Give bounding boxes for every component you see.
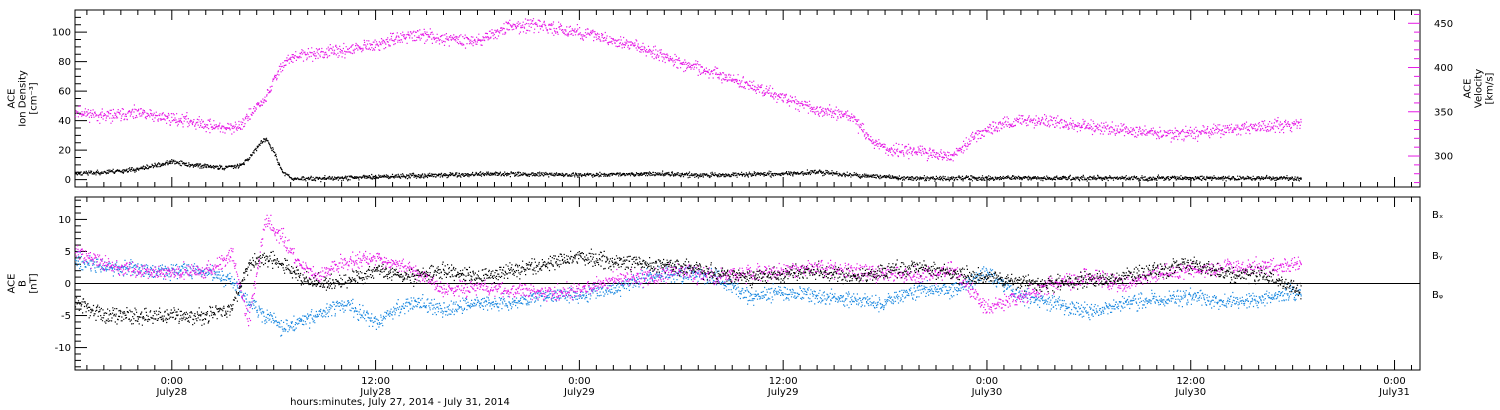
b-axis-title-line: [nT] [29,273,40,293]
density-axis-title-line: [cm⁻³] [29,82,40,114]
velocity-axis-title-line: ACE [1463,79,1474,99]
density-axis-title-line: ACE [7,89,18,109]
y-tick-label: 10 [58,215,71,226]
velocity-axis-title: ACE Velocity [km/s] [1463,69,1496,108]
x-axis-labels: 0:00July2812:00July280:00July2912:00July… [155,376,1409,398]
x-tick-time-label: 12:00 [1176,376,1205,387]
bottom-panel: -10 -5 0 5 10 ACE B [nT] Bₓ Bᵧ Bᵩ [7,196,1443,371]
x-tick-date-label: July30 [971,387,1003,398]
y-tick-label: 0 [65,279,71,290]
bx-series [74,248,1302,326]
x-tick-time-label: 12:00 [361,376,390,387]
y-tick-label: -10 [55,343,71,354]
by-series [74,251,1302,337]
y-tick-label: 40 [58,116,71,127]
y-tick-label: 5 [65,247,71,258]
y-tick-label: 100 [52,28,71,39]
b-axis-title-line: B [18,280,29,287]
by-series-points [74,251,1302,337]
x-tick-date-label: July31 [1378,387,1410,398]
x-tick-date-label: July30 [1174,387,1206,398]
legend-entry: Bₓ [1432,210,1443,221]
x-tick-time-label: 0:00 [161,376,183,387]
y-tick-label: 20 [58,146,71,157]
x-tick-date-label: July29 [767,387,799,398]
velocity-axis-title-line: Velocity [1474,69,1485,108]
velocity-series [74,18,1302,162]
x-tick-time-label: 0:00 [976,376,998,387]
x-tick-time-label: 0:00 [1383,376,1405,387]
x-tick-date-label: July28 [155,387,187,398]
density-series [74,137,1302,183]
y-tick-label: 80 [58,57,71,68]
density-series-points [74,137,1302,183]
y-tick-label: 350 [1434,107,1453,118]
density-axis-title-line: Ion Density [18,70,29,127]
y-tick-label: -5 [61,311,71,322]
b-axis-title-line: ACE [7,274,18,294]
legend-entry: Bᵩ [1432,290,1443,301]
y-tick-label: 400 [1434,63,1453,74]
x-tick-date-label: July28 [359,387,391,398]
bx-series-points [74,248,1302,326]
x-axis-title: hours:minutes, July 27, 2014 - July 31, … [290,397,510,408]
x-tick-date-label: July29 [563,387,595,398]
b-axis-title: ACE B [nT] [7,273,40,293]
legend-entry: Bᵧ [1432,251,1443,262]
y-tick-label: 300 [1434,152,1453,163]
velocity-axis-title-line: [km/s] [1485,72,1496,104]
velocity-series-points [74,18,1302,162]
x-tick-time-label: 0:00 [568,376,590,387]
y-tick-label: 450 [1434,19,1453,30]
x-tick-time-label: 12:00 [769,376,798,387]
y-tick-label: 0 [65,175,71,186]
y-tick-label: 60 [58,87,71,98]
density-axis-title: ACE Ion Density [cm⁻³] [7,70,40,127]
